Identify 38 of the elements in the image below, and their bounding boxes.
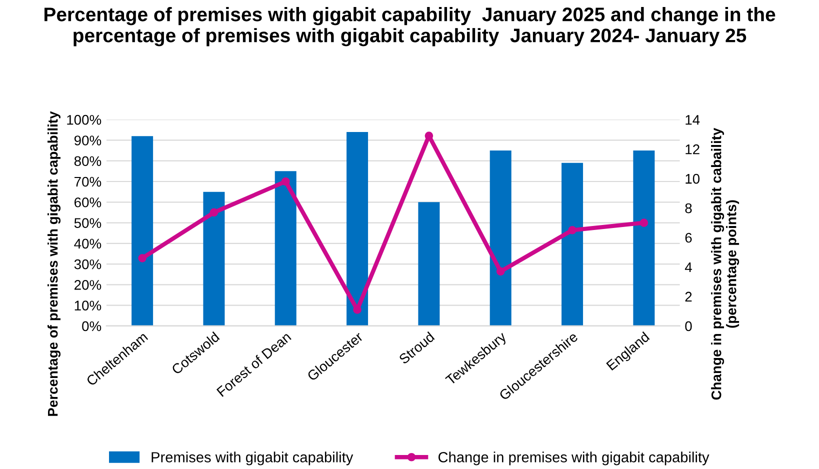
y-axis-title: Percentage of premises with gigabit capability xyxy=(48,111,61,416)
y-tick-label: 10% xyxy=(74,300,102,310)
y-tick-label: 0% xyxy=(82,321,102,332)
y2-tick-label: 0 xyxy=(685,321,692,332)
y2-axis-title: Change in premises with gigabit cabaility (percentage points) xyxy=(711,128,740,400)
point xyxy=(210,208,218,217)
bar xyxy=(346,132,368,326)
y-tick-label: 30% xyxy=(74,259,102,270)
bar xyxy=(633,150,655,326)
y-tick-label: 20% xyxy=(74,280,102,290)
point xyxy=(640,218,648,227)
y-tick-label: 70% xyxy=(74,176,102,187)
y2-tick-label: 4 xyxy=(684,262,692,272)
point xyxy=(568,226,576,234)
y2-tick-label: 6 xyxy=(685,232,692,243)
y-tick-label: 90% xyxy=(74,136,102,146)
point xyxy=(138,254,146,262)
bar xyxy=(132,136,154,326)
y2-tick-label: 10 xyxy=(686,174,700,184)
chart-title: Percentage of premises with gigabit capability January 2025 and change in the percentage of premises with gigabit capability January 2024- January 25 xyxy=(44,7,776,46)
bar xyxy=(418,202,440,326)
y2-tick-label: 12 xyxy=(686,144,700,154)
bar xyxy=(274,171,296,326)
bar xyxy=(203,192,225,326)
y2-tick-label: 14 xyxy=(686,115,700,125)
y-tick-label: 50% xyxy=(74,218,102,228)
y-tick-label: 80% xyxy=(74,156,102,166)
bar xyxy=(562,162,584,326)
bar xyxy=(490,150,512,326)
y-tick-label: 40% xyxy=(74,238,102,249)
y2-tick-label: 2 xyxy=(685,292,692,302)
y-tick-label: 100% xyxy=(67,114,102,125)
y2-tick-label: 8 xyxy=(685,203,692,214)
point xyxy=(281,177,290,186)
legend-label: Change in premises with gigabit capability xyxy=(438,452,710,466)
legend-label: Premises with gigabit capability xyxy=(152,452,354,466)
y-tick-label: 60% xyxy=(74,197,102,208)
point xyxy=(496,267,505,276)
